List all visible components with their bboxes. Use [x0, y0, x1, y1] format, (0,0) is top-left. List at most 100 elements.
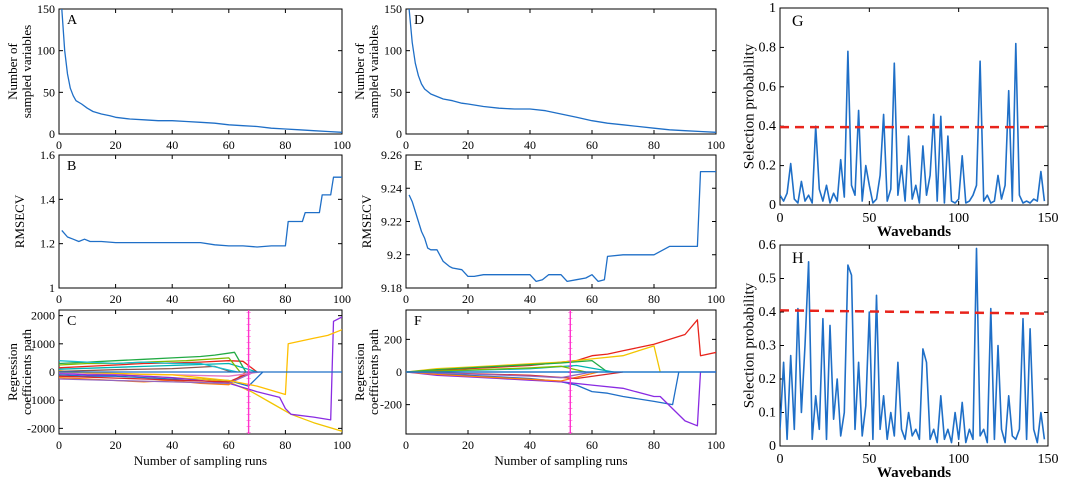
x-tick-label-C: 60	[223, 438, 235, 452]
x-tick-label-C: 40	[166, 438, 178, 452]
axes-frame-G	[779, 7, 1049, 206]
x-tick-label-B: 100	[333, 292, 351, 306]
y-tick-label-F: -200	[380, 398, 402, 412]
marker-plus-F: +	[568, 338, 573, 348]
x-tick-label-F: 80	[648, 438, 660, 452]
axes-frame-A	[58, 8, 343, 135]
y-tick-label-D: 100	[384, 44, 402, 58]
marker-plus-C: +	[246, 398, 251, 408]
plot-area-H	[780, 247, 1048, 444]
series-line-D-0	[408, 9, 716, 133]
marker-plus-F: +	[568, 332, 573, 342]
series-line-A-0	[61, 9, 342, 133]
x-tick-label-F: 20	[462, 438, 474, 452]
x-tick-label-F: 40	[524, 438, 536, 452]
series-line-C-9	[59, 371, 255, 384]
y-tick-label-G: 1	[769, 1, 776, 16]
panel-label-F: F	[414, 314, 422, 329]
marker-plus-C: +	[246, 362, 251, 372]
marker-plus-F: +	[568, 362, 573, 372]
chart-F: 0 20 40 60 80 100 -200 0 200 F Regression coefficie…	[352, 308, 725, 468]
panel-label-G: G	[792, 13, 804, 30]
series-line-C-4	[59, 351, 247, 373]
marker-plus-F: +	[568, 404, 573, 414]
y-axis-label-A: Number of	[5, 42, 20, 99]
chart-C: 0 20 40 60 80 100 -2000 -1000 0 1000 2000 C Regressi…	[5, 309, 351, 468]
panel-label-C: C	[67, 314, 76, 329]
x-tick-label-G: 100	[948, 211, 969, 226]
x-tick-label-B: 80	[279, 292, 291, 306]
series-line-F-5	[406, 371, 599, 382]
marker-plus-C: +	[246, 314, 251, 324]
series-line-F-9	[406, 371, 593, 379]
marker-plus-C: +	[246, 428, 251, 438]
marker-plus-C: +	[246, 410, 251, 420]
x-tick-label-A: 20	[110, 138, 122, 152]
plot-area-C: +++++++++++++++++++++	[59, 310, 342, 438]
panel-label-E: E	[414, 159, 423, 174]
series-line-F-4	[406, 359, 608, 373]
x-axis-label-G: Wavebands	[877, 224, 951, 240]
x-tick-label-B: 60	[223, 292, 235, 306]
y-tick-label-F: 0	[396, 365, 402, 379]
chart-G: 0 50 100 150 0 0.2 0.4 0.6 0.8 1 G Selection probab…	[741, 1, 1058, 240]
y-tick-label-C: 1000	[31, 337, 55, 351]
x-tick-label-G: 150	[1038, 211, 1059, 226]
marker-plus-C: +	[246, 416, 251, 426]
marker-plus-F: +	[568, 368, 573, 378]
marker-plus-C: +	[246, 404, 251, 414]
marker-plus-F: +	[568, 374, 573, 384]
marker-plus-C: +	[246, 326, 251, 336]
x-tick-label-F: 60	[586, 438, 598, 452]
series-line-F-1	[406, 371, 680, 406]
y-axis-label-D: Number of	[352, 42, 367, 99]
x-tick-label-D: 60	[586, 138, 598, 152]
x-tick-label-G: 50	[862, 211, 876, 226]
marker-plus-F: +	[568, 422, 573, 432]
x-tick-label-F: 100	[707, 438, 725, 452]
marker-plus-F: +	[568, 356, 573, 366]
y-tick-label-H: 0.6	[759, 238, 777, 253]
marker-plus-C: +	[246, 338, 251, 348]
x-axis-label-H: Wavebands	[877, 465, 951, 481]
y-axis-label-H: Selection probability	[741, 282, 757, 408]
x-tick-label-H: 0	[777, 452, 784, 467]
y-tick-label-D: 0	[396, 127, 402, 141]
y-axis-label-C: coefficients path	[19, 328, 34, 415]
marker-plus-C: +	[246, 374, 251, 384]
marker-plus-F: +	[568, 380, 573, 390]
x-tick-label-F: 0	[403, 438, 409, 452]
chart-B: 0 20 40 60 80 100 1 1.2 1.4 1.6 B RMSECV	[12, 148, 351, 306]
chart-H: 0 50 100 150 0 0.1 0.2 0.3 0.4 0.5 0.6 H Selection p…	[741, 238, 1058, 481]
x-tick-label-A: 80	[279, 138, 291, 152]
series-line-B-0	[61, 176, 342, 248]
panel-label-A: A	[67, 13, 78, 28]
x-tick-label-G: 0	[777, 211, 784, 226]
y-tick-label-B: 1.4	[40, 192, 55, 206]
y-axis-label-E: RMSECV	[359, 194, 374, 248]
y-tick-label-F: 200	[384, 332, 402, 346]
x-tick-label-B: 40	[166, 292, 178, 306]
series-line-F-2	[406, 345, 661, 373]
y-axis-label-A: sampled variables	[19, 25, 34, 119]
x-tick-label-H: 100	[948, 452, 969, 467]
y-tick-label-B: 1	[49, 281, 55, 295]
marker-plus-F: +	[568, 344, 573, 354]
x-tick-label-D: 100	[707, 138, 725, 152]
marker-plus-C: +	[246, 380, 251, 390]
y-tick-label-E: 9.2	[387, 248, 402, 262]
y-axis-label-C: Regression	[5, 343, 20, 401]
axes-frame-D	[405, 8, 717, 135]
marker-plus-F: +	[568, 308, 573, 318]
series-line-F-8	[406, 365, 586, 373]
marker-plus-C: +	[246, 350, 251, 360]
axes-frame-B	[58, 154, 343, 289]
y-tick-label-G: 0.6	[759, 80, 777, 95]
y-axis-label-F: coefficients path	[366, 328, 381, 415]
y-tick-label-A: 50	[43, 85, 55, 99]
plot-area-A	[61, 9, 342, 133]
series-line-C-8	[59, 357, 241, 373]
marker-plus-F: +	[568, 314, 573, 324]
marker-plus-F: +	[568, 386, 573, 396]
